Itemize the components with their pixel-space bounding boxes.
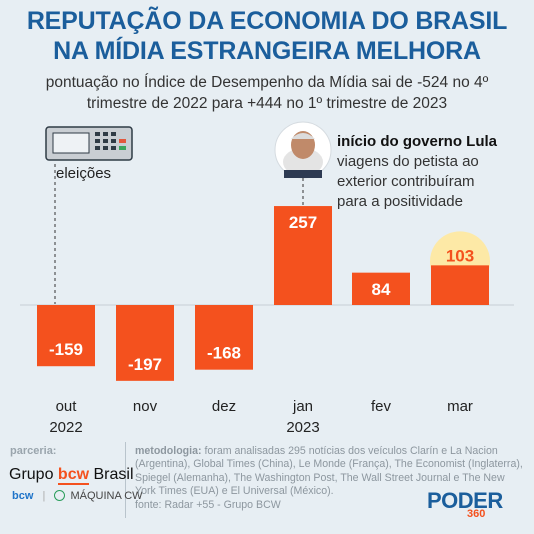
methodology-label: metodologia: [135,445,202,457]
lula-annotation-title: início do governo Lula [337,133,498,150]
bar [195,305,253,370]
methodology-note: metodologia: foram analisadas 295 notíci… [135,445,523,499]
x-tick-label: out [56,398,78,415]
partner-label: parceria: [10,445,57,457]
poder360-logo-number: 360 [467,508,486,520]
x-tick-label: 2022 [49,419,82,436]
x-tick-label: 2023 [286,419,319,436]
title-line-1: REPUTAÇÃO DA ECONOMIA DO BRASIL [26,7,508,35]
subtitle-line-2: trimestre de 2022 para +444 no 1º trimes… [86,95,448,112]
logo-text-brasil: Brasil [93,466,134,483]
bcw-small-logo: bcw [12,490,34,502]
bar [37,305,95,367]
bar [352,272,410,305]
maquina-logo-text: MÁQUINA CW [70,490,143,502]
subtitle-line-1: pontuação no Índice de Desempenho da Míd… [45,74,489,91]
x-tick-label: jan [292,398,313,415]
bar-chart: eleições início do governo Lula viagens … [20,121,514,436]
logo-text-bcw: bcw [57,466,90,485]
ballot-box-icon [45,126,133,161]
data-label: 257 [289,213,317,232]
maquina-logo-icon [54,490,66,501]
page-subtitle: pontuação no Índice de Desempenho da Míd… [0,72,534,114]
lula-annotation-line-3: para a positividade [337,193,463,210]
methodology-text: foram analisadas 295 notícias dos veícul… [135,445,523,498]
x-tick-label: dez [212,398,236,415]
x-tick-label: nov [133,398,158,415]
data-label: 84 [372,280,391,299]
page-title: REPUTAÇÃO DA ECONOMIA DO BRASIL NA MÍDIA… [0,6,534,66]
partner-small-logos: bcw | MÁQUINA CW [12,490,143,502]
footer-divider [125,442,126,518]
data-label: -159 [49,340,83,359]
data-label: 103 [446,246,474,265]
grupo-bcw-logo: Grupo bcw Brasil [9,466,134,485]
lula-annotation-line-2: exterior contribuíram [337,173,475,190]
x-tick-label: fev [371,398,392,415]
bar [431,265,489,305]
lula-annotation-line-1: viagens do petista ao [337,153,479,170]
bar [274,206,332,305]
title-line-2: NA MÍDIA ESTRANGEIRA MELHORA [53,37,481,65]
bar [116,305,174,381]
data-label: -168 [207,344,241,363]
source-note: fonte: Radar +55 - Grupo BCW [135,499,281,511]
data-label: -197 [128,355,162,374]
elections-annotation: eleições [56,165,111,182]
lula-portrait-icon [274,121,332,179]
logo-text-grupo: Grupo [9,466,54,483]
x-tick-label: mar [447,398,473,415]
poder360-logo: PODER [427,488,503,513]
